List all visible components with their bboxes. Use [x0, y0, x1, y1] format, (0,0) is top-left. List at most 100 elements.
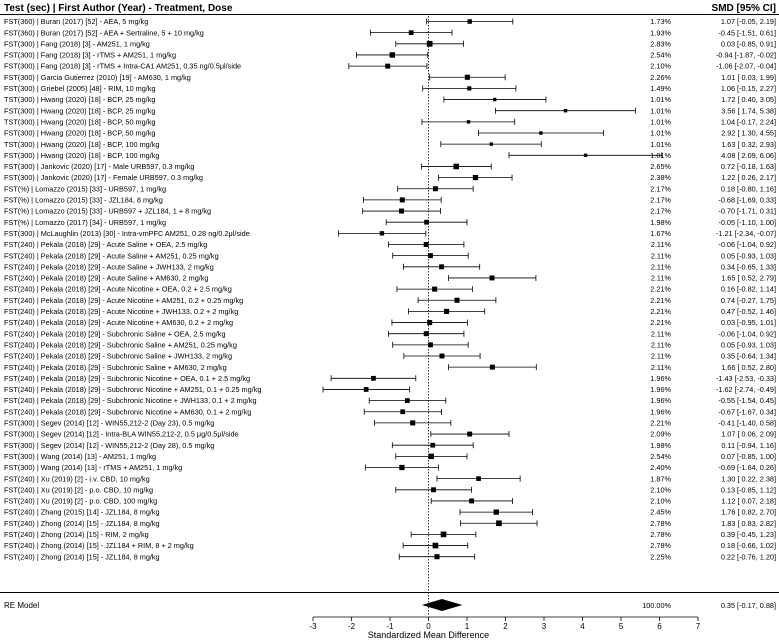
study-row: FST(%) | Lomazzo (2017) [34] - URB597, 1… [4, 218, 776, 227]
study-weight: 1.96% [650, 374, 671, 383]
study-label: FST(240) | Pekala (2018) [29] - Subchron… [4, 340, 237, 349]
study-row: FST(240) | Pekala (2018) [29] - Subchron… [4, 407, 776, 416]
study-label: FST(300) | Fang (2018) [3] - rTMS + Intr… [4, 62, 241, 71]
point-estimate-square [539, 131, 543, 135]
study-weight: 1.96% [650, 407, 671, 416]
study-label: FST(240) | Pekala (2018) [29] - Acute Ni… [4, 307, 238, 316]
study-weight: 1.01% [650, 140, 671, 149]
study-row: FST(240) | Pekala (2018) [29] - Acute Sa… [4, 274, 776, 283]
point-estimate-square [379, 231, 385, 236]
point-estimate-square [400, 409, 406, 415]
point-estimate-square [493, 97, 497, 102]
study-row: TST(300) | Hwang (2020) [18] - BCP, 25 m… [4, 95, 776, 104]
study-row: FST(240) | Zhong (2014) [15] - JZL184 + … [4, 541, 776, 550]
study-smd-ci: 0.11 [-0.94, 1.16] [721, 441, 776, 450]
point-estimate-square [489, 275, 495, 281]
point-estimate-square [424, 219, 429, 225]
study-weight: 1.96% [650, 396, 671, 405]
study-row: FST(300) | Hwang (2020) [18] - BCP, 50 m… [4, 129, 776, 138]
study-smd-ci: 0.16 [-0.82, 1.14] [721, 285, 776, 294]
study-weight: 2.11% [651, 262, 672, 271]
study-smd-ci: -1.21 [-2.34, -0.07] [716, 229, 776, 238]
study-smd-ci: -1.62 [-2.74, -0.49] [716, 385, 776, 394]
study-label: FST(360) | Buran (2017) [52] - AEA, 5 mg… [4, 17, 148, 26]
study-smd-ci: 0.05 [-0.93, 1.03] [721, 340, 776, 349]
point-estimate-square [496, 520, 502, 527]
study-smd-ci: 1.83 [ 0.83, 2.82] [721, 519, 776, 528]
study-weight: 2.38% [650, 173, 671, 182]
summary-weight: 100.00% [642, 601, 671, 610]
study-weight: 2.26% [650, 73, 671, 82]
study-weight: 2.09% [650, 430, 671, 439]
study-smd-ci: -0.70 [-1.71, 0.31] [718, 207, 776, 216]
study-label: FST(240) | Pekala (2018) [29] - Acute Ni… [4, 318, 233, 327]
study-smd-ci: 3.56 [ 1.74, 5.38] [721, 106, 776, 115]
study-row: FST(240) | Pekala (2018) [29] - Acute Sa… [4, 251, 776, 260]
study-label: FST(240) | Pekala (2018) [29] - Subchron… [4, 385, 261, 394]
study-label: FST(240) | Xu (2019) [2] - i.v. CBD, 10 … [4, 474, 150, 483]
study-row: FST(%) | Lomazzo (2015) [33] - URB597, 1… [4, 184, 776, 193]
study-row: FST(240) | Zhong (2014) [15] - JZL184, 8… [4, 519, 776, 528]
study-label: FST(%) | Lomazzo (2015) [33] - JZL184, 8… [4, 196, 163, 205]
study-weight: 2.10% [650, 497, 671, 506]
study-weight: 2.21% [650, 318, 671, 327]
point-estimate-square [439, 353, 445, 359]
study-smd-ci: 0.18 [-0.80, 1.16] [721, 184, 776, 193]
study-smd-ci: 1.04 [-0.17, 2.24] [721, 117, 776, 126]
study-row: FST(240) | Pekala (2018) [29] - Acute Sa… [4, 240, 776, 249]
study-smd-ci: -0.45 [-1.51, 0.61] [718, 28, 776, 37]
point-estimate-square [426, 40, 433, 47]
point-estimate-square [399, 208, 405, 214]
study-label: FST(240) | Xu (2019) [2] - p.o. CBD, 100… [4, 497, 157, 506]
header-study-label: Test (sec) | First Author (Year) - Treat… [4, 3, 233, 14]
study-smd-ci: -0.06 [-1.04, 0.92] [718, 329, 776, 338]
study-label: FST(300) | Segev (2014) [12] - WIN55,212… [4, 419, 214, 428]
study-smd-ci: 0.22 [-0.76, 1.20] [721, 552, 776, 561]
study-row: FST(300) | Fang (2018) [3] - rTMS + AM25… [4, 51, 776, 60]
study-row: FST(240) | Zhong (2014) [15] - JZL184, 8… [4, 552, 776, 561]
x-tick-label: 2 [503, 622, 508, 631]
study-smd-ci: 2.92 [ 1.30, 4.55] [721, 129, 776, 138]
study-weight: 2.11% [651, 340, 672, 349]
study-weight: 2.78% [650, 541, 671, 550]
study-row: FST(240) | Pekala (2018) [29] - Acute Sa… [4, 262, 776, 271]
study-label: FST(240) | Zhang (2015) [14] - JZL184, 8… [4, 508, 160, 517]
point-estimate-square [469, 498, 475, 504]
study-smd-ci: -0.69 [-1.64, 0.26] [718, 463, 776, 472]
point-estimate-square [430, 442, 436, 448]
point-estimate-square [563, 108, 568, 113]
summary-smd-ci: 0.35 [-0.17, 0.88] [721, 601, 776, 610]
point-estimate-square [444, 308, 450, 314]
study-smd-ci: -0.55 [-1.54, 0.45] [718, 396, 776, 405]
study-smd-ci: 1.63 [ 0.32, 2.93] [721, 140, 776, 149]
study-weight: 1.73% [650, 17, 671, 26]
study-label: TST(300) | Hwang (2020) [18] - BCP, 50 m… [4, 117, 155, 126]
study-row: FST(360) | Buran (2017) [52] - AEA, 5 mg… [4, 17, 776, 26]
study-row: FST(360) | Buran (2017) [52] - AEA + Ser… [4, 28, 776, 37]
study-smd-ci: 0.03 [-0.85, 0.91] [721, 39, 776, 48]
study-row: FST(240) | Pekala (2018) [29] - Subchron… [4, 329, 776, 338]
study-label: FST(300) | Fang (2018) [3] - AM251, 1 mg… [4, 39, 150, 48]
study-row: FST(240) | Pekala (2018) [29] - Acute Ni… [4, 318, 776, 327]
study-weight: 1.01% [650, 117, 671, 126]
study-label: FST(240) | Pekala (2018) [29] - Subchron… [4, 352, 232, 361]
x-tick-label: 4 [580, 622, 585, 631]
study-weight: 2.25% [650, 552, 671, 561]
study-label: FST(240) | Pekala (2018) [29] - Subchron… [4, 374, 250, 383]
study-label: TST(300) | Hwang (2020) [18] - BCP, 100 … [4, 140, 159, 149]
study-label: FST(300) | Hwang (2020) [18] - BCP, 100 … [4, 151, 159, 160]
study-weight: 1.98% [650, 218, 671, 227]
study-label: FST(300) | Griebel (2005) [48] - RIM, 10… [4, 84, 156, 93]
study-smd-ci: 0.05 [-0.93, 1.03] [721, 251, 776, 260]
point-estimate-square [427, 253, 433, 259]
point-estimate-square [363, 387, 369, 392]
point-estimate-square [466, 120, 471, 124]
study-weight: 1.96% [650, 385, 671, 394]
study-row: TST(300) | Hwang (2020) [18] - BCP, 100 … [4, 140, 776, 149]
study-weight: 2.11% [651, 329, 672, 338]
study-label: FST(240) | Zhong (2014) [15] - JZL184, 8… [4, 552, 160, 561]
x-axis: -3 -2 -1 0 1 2 3 4 5 6 7 [309, 616, 701, 631]
study-row: FST(300) | Hwang (2020) [18] - BCP, 100 … [4, 151, 776, 160]
study-weight: 2.17% [650, 196, 671, 205]
study-smd-ci: -0.94 [-1.87, -0.02] [716, 51, 776, 60]
